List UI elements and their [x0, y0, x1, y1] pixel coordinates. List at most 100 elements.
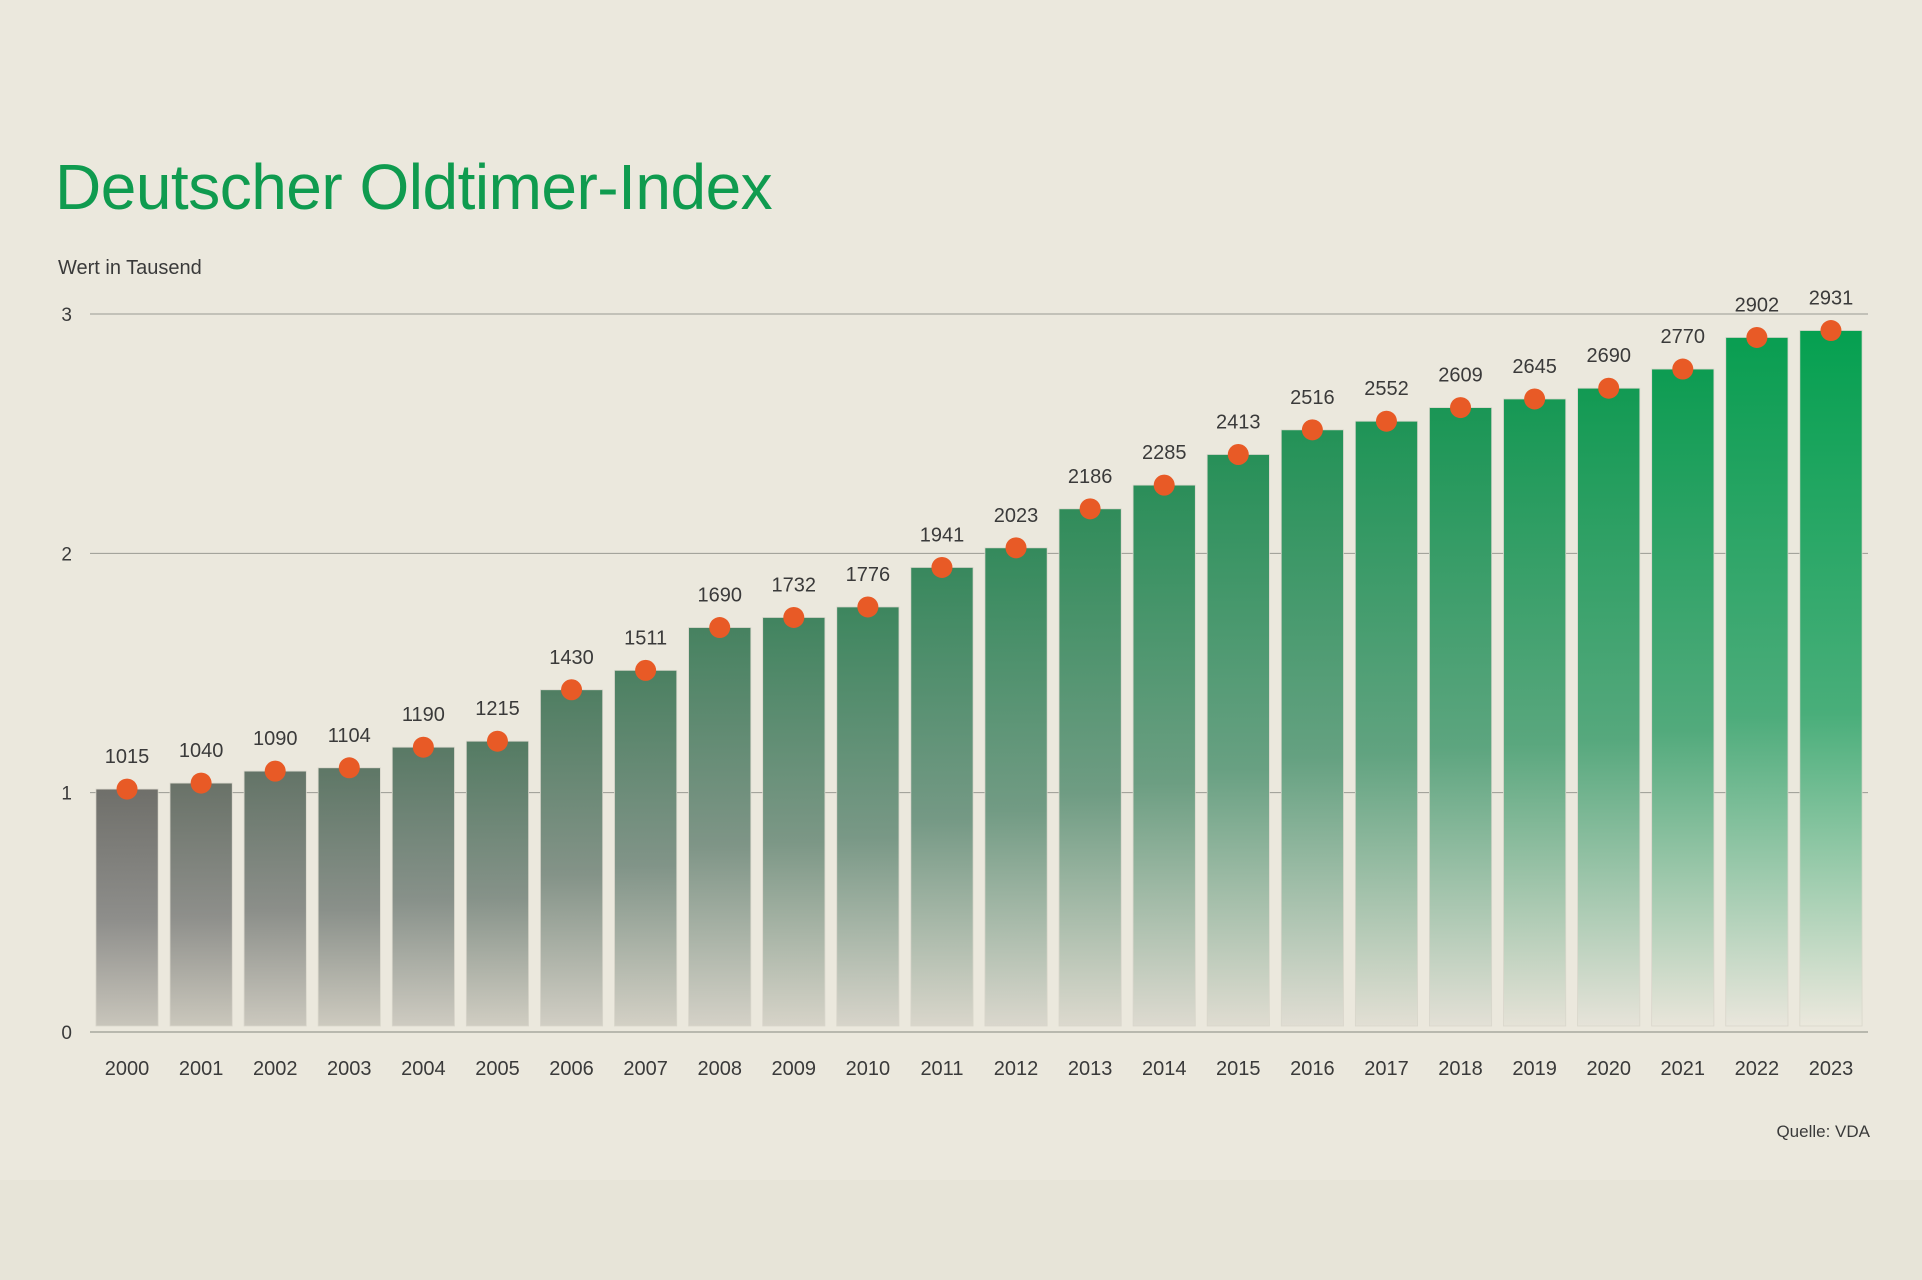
- x-tick-label: 2016: [1290, 1058, 1335, 1080]
- x-tick-label: 2003: [327, 1058, 372, 1080]
- bar: [1058, 508, 1122, 1027]
- value-label: 1190: [402, 704, 445, 726]
- value-label: 2516: [1290, 387, 1335, 409]
- bar: [688, 627, 752, 1027]
- bar: [95, 788, 159, 1027]
- value-label: 1690: [697, 585, 742, 607]
- value-labels: 1015 1040 1090 1104 1190 1215 1430 1511 1690 1732…: [105, 288, 1853, 769]
- bar: [1651, 368, 1715, 1027]
- value-dot: [190, 772, 212, 794]
- value-label: 1511: [624, 627, 667, 649]
- value-dot: [1450, 397, 1472, 419]
- bar: [910, 567, 974, 1027]
- bar: [1354, 420, 1418, 1027]
- value-dot: [1153, 474, 1175, 496]
- x-tick-label: 2002: [253, 1058, 298, 1080]
- value-dot: [1301, 419, 1323, 441]
- bar: [391, 746, 455, 1027]
- bar: [614, 669, 678, 1027]
- x-tick-label: 2021: [1661, 1058, 1706, 1080]
- value-dot: [709, 617, 731, 639]
- x-tick-label: 2000: [105, 1058, 150, 1080]
- y-tick-label: 0: [61, 1023, 72, 1044]
- source-note: Quelle: VDA: [1776, 1122, 1870, 1141]
- x-tick-label: 2014: [1142, 1058, 1187, 1080]
- x-tick-label: 2009: [772, 1058, 817, 1080]
- value-dot: [561, 679, 583, 701]
- x-tick-label: 2001: [179, 1058, 224, 1080]
- y-tick-label: 1: [61, 784, 72, 805]
- value-label: 2931: [1809, 288, 1854, 310]
- x-tick-label: 2022: [1735, 1058, 1780, 1080]
- bar: [762, 617, 826, 1027]
- value-dot: [1598, 377, 1620, 399]
- bar: [465, 740, 529, 1027]
- x-tick-label: 2004: [401, 1058, 446, 1080]
- value-dot: [1524, 388, 1546, 410]
- value-dot: [412, 736, 434, 758]
- x-tick-label: 2020: [1586, 1058, 1631, 1080]
- bar: [1725, 337, 1789, 1027]
- x-tick-label: 2015: [1216, 1058, 1261, 1080]
- axis-tick-labels: 0 1 2 3 2000 2001 2002 2003 2004 2005 2006 2007 2008…: [61, 305, 1853, 1080]
- value-label: 2690: [1586, 345, 1631, 367]
- value-dot: [1672, 358, 1694, 380]
- bar: [540, 689, 604, 1027]
- y-tick-label: 3: [61, 305, 72, 326]
- value-label: 2186: [1068, 466, 1113, 488]
- value-label: 2902: [1735, 294, 1780, 316]
- x-tick-label: 2006: [549, 1058, 594, 1080]
- x-tick-label: 2023: [1809, 1058, 1854, 1080]
- x-tick-label: 2005: [475, 1058, 520, 1080]
- value-label: 1941: [920, 524, 965, 546]
- bar: [1132, 484, 1196, 1027]
- bar: [317, 767, 381, 1027]
- bar: [1206, 454, 1270, 1027]
- x-tick-label: 2019: [1512, 1058, 1557, 1080]
- value-dot: [1375, 410, 1397, 432]
- value-dot: [783, 606, 805, 628]
- value-dot: [486, 730, 508, 752]
- value-dot: [1746, 326, 1768, 348]
- value-dot: [1005, 537, 1027, 559]
- x-tick-label: 2008: [697, 1058, 742, 1080]
- x-tick-label: 2017: [1364, 1058, 1409, 1080]
- value-label: 1015: [105, 746, 150, 768]
- value-dot: [931, 556, 953, 578]
- value-label: 1040: [179, 740, 224, 762]
- value-dot: [857, 596, 879, 618]
- y-tick-label: 2: [61, 544, 72, 565]
- bar: [1429, 407, 1493, 1027]
- footer-band: [0, 1180, 1922, 1280]
- x-tick-label: 2013: [1068, 1058, 1113, 1080]
- bar: [1503, 398, 1567, 1027]
- x-tick-label: 2010: [846, 1058, 891, 1080]
- x-tick-label: 2012: [994, 1058, 1039, 1080]
- bar: [984, 547, 1048, 1027]
- value-dot: [338, 757, 360, 779]
- value-label: 2285: [1142, 442, 1187, 464]
- bar: [1799, 330, 1863, 1027]
- chart-title: Deutscher Oldtimer-Index: [55, 151, 773, 223]
- x-tick-label: 2011: [920, 1058, 963, 1080]
- bars: [95, 330, 1863, 1027]
- value-label: 1776: [846, 564, 891, 586]
- x-tick-label: 2007: [623, 1058, 668, 1080]
- value-label: 1732: [772, 574, 817, 596]
- value-label: 2770: [1661, 326, 1706, 348]
- value-label: 2645: [1512, 356, 1557, 378]
- value-label: 2023: [994, 505, 1039, 527]
- bar: [1577, 387, 1641, 1027]
- bar: [243, 770, 307, 1027]
- value-markers: [116, 320, 1842, 800]
- value-dot: [116, 778, 138, 800]
- value-dot: [264, 760, 286, 782]
- y-axis-unit-label: Wert in Tausend: [58, 257, 202, 279]
- value-dot: [1820, 320, 1842, 342]
- value-label: 1215: [475, 698, 520, 720]
- gridlines: [90, 313, 1868, 794]
- value-label: 1430: [549, 647, 594, 669]
- bar: [169, 782, 233, 1027]
- bar: [836, 606, 900, 1027]
